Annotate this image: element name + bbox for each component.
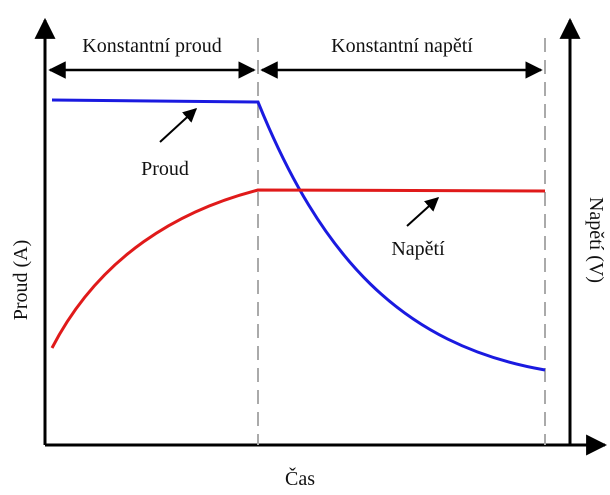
left-axis-label: Proud (A) [10,240,32,321]
curve-label: Proud [141,158,189,180]
curve-label: Napětí [391,238,445,260]
phase-label: Konstantní proud [82,35,221,57]
pointer [159,108,198,143]
right-axis-label: Napětí (V) [585,197,607,283]
phase-label: Konstantní napětí [331,35,473,57]
bottom-axis-label: Čas [285,466,315,490]
pointer [406,197,440,227]
voltage-curve [50,188,546,349]
current-curve [51,98,546,372]
